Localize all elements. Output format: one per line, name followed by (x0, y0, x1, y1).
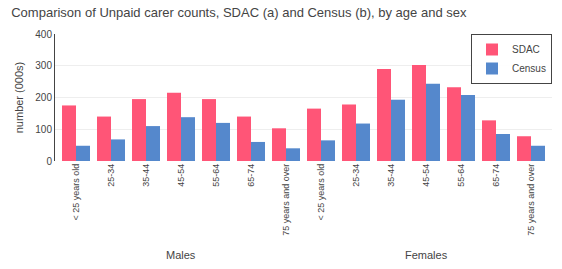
svg-text:75 years and over: 75 years and over (526, 164, 536, 236)
svg-text:55-64: 55-64 (456, 164, 466, 187)
svg-text:0: 0 (46, 156, 52, 167)
svg-text:45-54: 45-54 (421, 164, 431, 187)
svg-text:< 25 years old: < 25 years old (71, 164, 81, 221)
svg-text:65-74: 65-74 (491, 164, 501, 187)
svg-text:25-34: 25-34 (351, 164, 361, 187)
svg-text:55-64: 55-64 (211, 164, 221, 187)
svg-text:100: 100 (35, 124, 52, 135)
svg-text:Females: Females (405, 249, 448, 261)
svg-text:number (000s): number (000s) (13, 62, 25, 134)
svg-text:300: 300 (35, 60, 52, 71)
svg-text:< 25 years old: < 25 years old (316, 164, 326, 221)
svg-text:35-44: 35-44 (386, 164, 396, 187)
svg-text:Census: Census (512, 63, 546, 74)
svg-text:Males: Males (166, 249, 196, 261)
svg-text:200: 200 (35, 92, 52, 103)
svg-text:400: 400 (35, 29, 52, 40)
svg-text:25-34: 25-34 (106, 164, 116, 187)
svg-text:65-74: 65-74 (246, 164, 256, 187)
svg-text:75 years and over: 75 years and over (281, 164, 291, 236)
svg-text:35-44: 35-44 (141, 164, 151, 187)
svg-text:SDAC: SDAC (512, 44, 540, 55)
svg-text:Comparison of Unpaid carer cou: Comparison of Unpaid carer counts, SDAC … (11, 5, 467, 20)
svg-text:45-54: 45-54 (176, 164, 186, 187)
